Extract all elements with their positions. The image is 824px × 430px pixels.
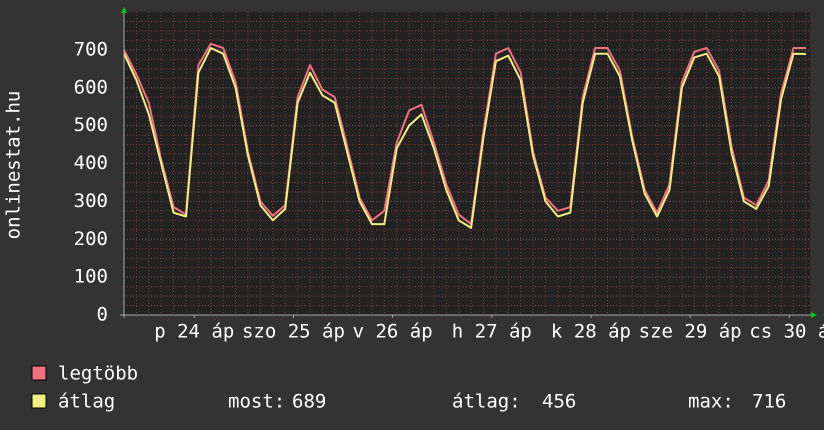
y-tick-label: 300: [74, 190, 108, 212]
stat-value: 716: [752, 391, 786, 413]
y-tick-label: 200: [74, 228, 108, 250]
y-tick-label: 600: [74, 76, 108, 98]
x-tick-label: h 27 áp: [452, 321, 532, 343]
x-tick-label: k 28 áp: [551, 321, 631, 343]
y-tick-label: 500: [74, 114, 108, 136]
x-tick-label: cs 30 á: [749, 321, 824, 343]
stat-value: 456: [542, 391, 576, 413]
legend-label: legtöbb: [58, 363, 138, 385]
stat-label: átlag:: [452, 391, 521, 413]
x-tick-label: p 24 áp: [154, 321, 234, 343]
legend-swatch: [31, 365, 47, 381]
stat-label: max:: [688, 391, 734, 413]
legend-label: átlag: [58, 391, 115, 413]
x-tick-label: szo 25 áp: [242, 321, 345, 343]
stat-value: 689: [292, 391, 326, 413]
axis-arrow: [811, 312, 817, 318]
y-tick-label: 400: [74, 152, 108, 174]
x-tick-label: v 26 áp: [353, 321, 433, 343]
series-line: [123, 47, 806, 229]
stat-label: most:: [228, 391, 285, 413]
axis-arrow: [121, 7, 127, 13]
legend-swatch: [31, 393, 47, 409]
y-axis-label: onlinestat.hu: [3, 91, 25, 240]
x-tick-label: sze 29 áp: [639, 321, 742, 343]
y-tick-label: 100: [74, 266, 108, 288]
y-tick-label: 0: [97, 304, 108, 326]
y-tick-label: 700: [74, 38, 108, 60]
